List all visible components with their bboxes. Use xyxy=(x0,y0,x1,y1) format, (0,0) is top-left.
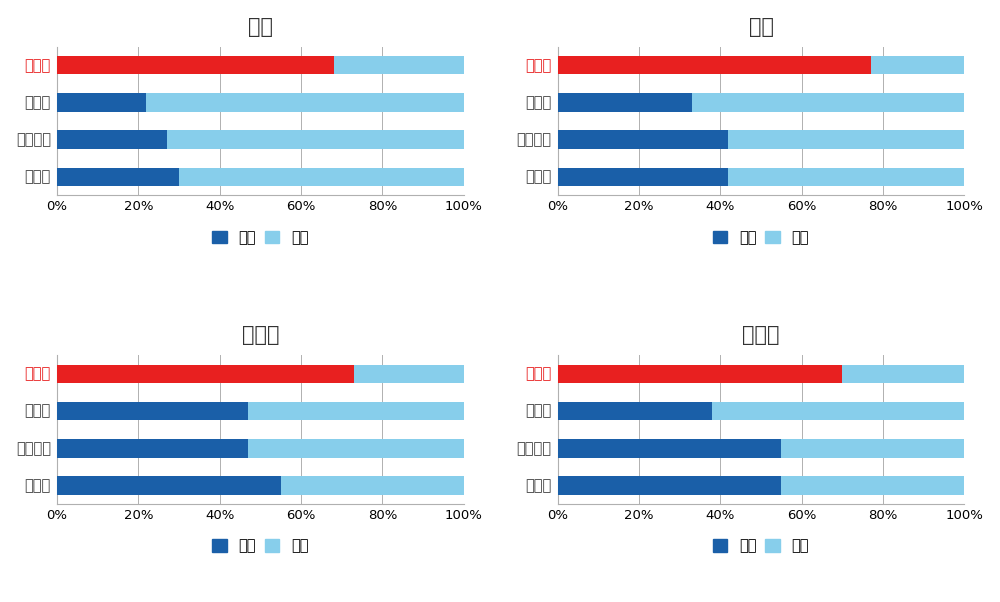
Text: 埼玉県: 埼玉県 xyxy=(25,366,51,381)
Legend: 公立, 私立: 公立, 私立 xyxy=(206,533,314,559)
Bar xyxy=(334,56,464,75)
Text: 神奈川県: 神奈川県 xyxy=(16,132,51,147)
Bar xyxy=(781,439,964,458)
Bar xyxy=(712,402,964,420)
Legend: 公立, 私立: 公立, 私立 xyxy=(206,224,314,251)
Bar xyxy=(146,93,464,112)
Text: 千葉県: 千葉県 xyxy=(525,169,552,184)
Text: 東京都: 東京都 xyxy=(525,95,552,110)
Bar xyxy=(57,130,167,149)
Text: 埼玉県: 埼玉県 xyxy=(25,58,51,73)
Bar xyxy=(781,476,964,495)
Legend: 公立, 私立: 公立, 私立 xyxy=(707,224,815,251)
Bar xyxy=(57,439,248,458)
Bar xyxy=(558,130,728,149)
Title: 一橋大: 一橋大 xyxy=(242,325,279,346)
Bar xyxy=(57,56,334,75)
Bar xyxy=(692,93,964,112)
Bar xyxy=(179,167,464,186)
Bar xyxy=(728,130,964,149)
Text: 神奈川県: 神奈川県 xyxy=(517,132,552,147)
Text: 埼玉県: 埼玉県 xyxy=(525,366,552,381)
Bar xyxy=(842,364,964,383)
Text: 千葉県: 千葉県 xyxy=(25,478,51,493)
Bar xyxy=(354,364,464,383)
Title: 東工大: 東工大 xyxy=(742,325,780,346)
Bar xyxy=(167,130,464,149)
Text: 東京都: 東京都 xyxy=(25,403,51,418)
Bar xyxy=(871,56,964,75)
Bar xyxy=(57,402,248,420)
Bar xyxy=(558,56,871,75)
Bar xyxy=(281,476,464,495)
Bar xyxy=(558,402,712,420)
Text: 埼玉県: 埼玉県 xyxy=(525,58,552,73)
Bar xyxy=(248,439,464,458)
Text: 千葉県: 千葉県 xyxy=(25,169,51,184)
Bar xyxy=(558,476,781,495)
Bar xyxy=(57,93,146,112)
Bar xyxy=(558,364,842,383)
Bar xyxy=(728,167,964,186)
Bar xyxy=(558,439,781,458)
Title: 京大: 京大 xyxy=(749,17,774,37)
Text: 千葉県: 千葉県 xyxy=(525,478,552,493)
Legend: 公立, 私立: 公立, 私立 xyxy=(707,533,815,559)
Bar xyxy=(558,167,728,186)
Bar xyxy=(57,364,354,383)
Bar xyxy=(57,167,179,186)
Bar xyxy=(558,93,692,112)
Text: 東京都: 東京都 xyxy=(25,95,51,110)
Bar xyxy=(57,476,281,495)
Text: 神奈川県: 神奈川県 xyxy=(16,441,51,456)
Bar xyxy=(248,402,464,420)
Text: 東京都: 東京都 xyxy=(525,403,552,418)
Text: 神奈川県: 神奈川県 xyxy=(517,441,552,456)
Title: 東大: 東大 xyxy=(248,17,273,37)
